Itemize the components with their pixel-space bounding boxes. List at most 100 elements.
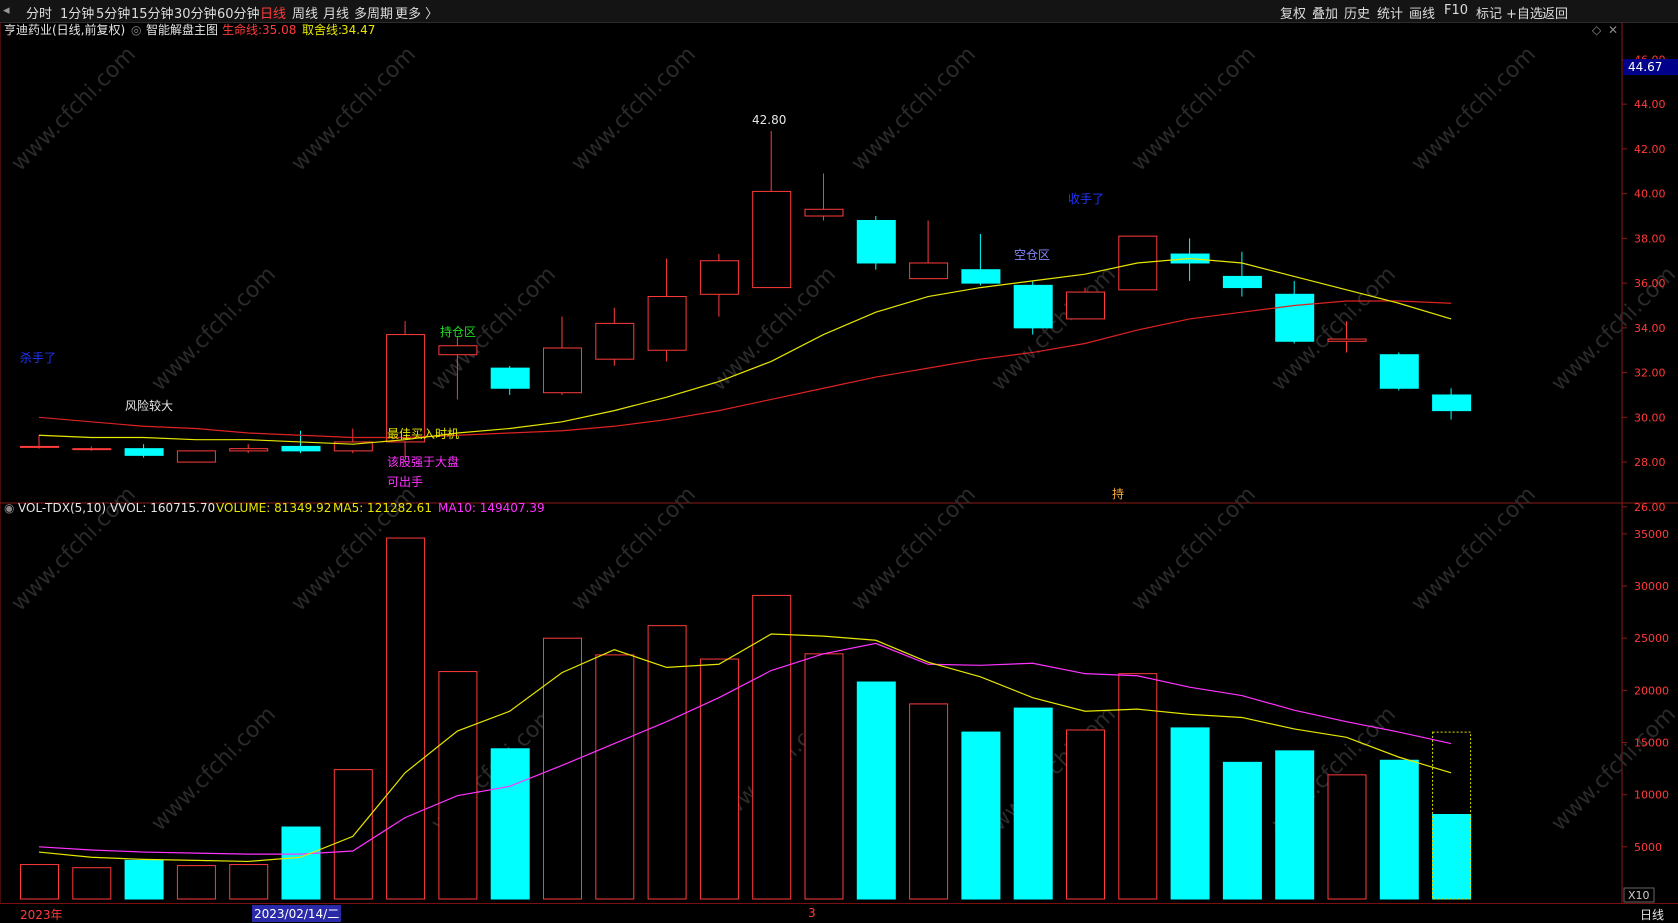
volume-bars <box>20 537 1472 900</box>
diamond-icon[interactable]: ◇ <box>1592 23 1602 37</box>
volume-bar <box>438 671 478 900</box>
volume-bar <box>595 654 635 900</box>
life-line-value: 35.08 <box>262 23 296 37</box>
top-toolbar: ◂ 分时 1分钟 5分钟 15分钟 30分钟 60分钟 日线 周线 月线 多周期… <box>0 0 1678 23</box>
candle-body <box>229 448 269 452</box>
candle-body <box>1275 293 1315 342</box>
mark-button[interactable]: 标记 <box>1476 7 1503 22</box>
tab-monthly[interactable]: 月线 <box>323 7 350 22</box>
candle-body <box>124 448 164 456</box>
price-axis: 46.0044.0042.0040.0038.0036.0034.0032.00… <box>1622 53 1669 854</box>
price-tick-label: 32.00 <box>1634 367 1666 380</box>
ma10-value: MA10: 149407.39 <box>438 501 545 515</box>
candle-body <box>333 441 373 452</box>
candle-body <box>804 208 844 217</box>
volume-bar <box>543 637 582 900</box>
tab-30min[interactable]: 30分钟 <box>174 7 217 22</box>
watermark-text: www.cfchi.com <box>567 482 701 616</box>
annotation-strong: 该股强于大盘 <box>387 454 459 469</box>
volume-tick-label: 30000 <box>1634 580 1669 593</box>
volume-bar <box>281 826 321 900</box>
indicator-icon[interactable]: ◎ <box>131 23 141 37</box>
volume-tick-label: 10000 <box>1634 789 1669 802</box>
collapse-icon[interactable]: ◂ <box>3 3 10 18</box>
tab-multi-period[interactable]: 多周期 <box>354 7 394 22</box>
life-line <box>38 300 1452 439</box>
price-tick-label: 36.00 <box>1634 277 1666 290</box>
volume-ma10-line <box>38 642 1452 855</box>
volume-bar <box>909 703 949 900</box>
indicator-name: 智能解盘主图 <box>146 22 218 37</box>
tab-weekly[interactable]: 周线 <box>292 7 319 22</box>
fuquan-button[interactable]: 复权 <box>1280 7 1307 22</box>
current-price-label: 44.67 <box>1628 60 1662 74</box>
stats-button[interactable]: 统计 <box>1377 7 1404 22</box>
candle-body <box>595 322 635 360</box>
annotation-best-buy: 最佳买入时机 <box>387 427 459 441</box>
add-watchlist-button[interactable]: +自选 <box>1506 7 1543 22</box>
price-tick-label: 42.00 <box>1634 143 1666 156</box>
volume-unit-label: X10 <box>1628 889 1650 902</box>
current-price-marker: 44.67 <box>1623 59 1678 75</box>
volume-ma-lines <box>38 633 1452 863</box>
volume-bar <box>804 653 844 900</box>
price-tick-label: 44.00 <box>1634 98 1666 111</box>
annotation-can-sell: 可出手 <box>387 475 423 489</box>
volume-bar <box>647 625 687 900</box>
volume-bar <box>386 537 426 900</box>
volume-bar <box>1170 727 1210 900</box>
price-tick-label: 40.00 <box>1634 188 1666 201</box>
kline-chart[interactable]: www.cfchi.com www.cfchi.com www.cfchi.com w… <box>0 22 1678 903</box>
tab-fenshi[interactable]: 分时 <box>26 7 53 22</box>
tab-more[interactable]: 更多 〉 <box>395 7 439 22</box>
volume-value: VOLUME: 81349.92 <box>216 501 331 515</box>
stock-title: 亨迪药业(日线,前复权) <box>4 22 125 37</box>
volume-bar <box>1275 750 1315 900</box>
history-button[interactable]: 历史 <box>1344 7 1371 22</box>
price-tick-label: 30.00 <box>1634 411 1666 424</box>
date-bar: 2023年 2023/02/14/二 3 日线 <box>0 903 1678 923</box>
tab-daily[interactable]: 日线 <box>260 7 287 22</box>
volume-unit: X10 <box>1623 887 1655 903</box>
volume-forecast-bar <box>1432 731 1472 900</box>
price-tick-label: 26.00 <box>1634 501 1666 514</box>
candle-body <box>543 347 582 394</box>
tab-60min[interactable]: 60分钟 <box>217 7 260 22</box>
volume-bar <box>1379 759 1419 900</box>
tab-5min[interactable]: 5分钟 <box>96 7 131 22</box>
tab-1min[interactable]: 1分钟 <box>60 7 95 22</box>
watermark-text: www.cfchi.com <box>1127 482 1261 616</box>
candle-body <box>490 367 530 389</box>
volume-tick-label: 15000 <box>1634 737 1669 750</box>
close-icon[interactable]: ✕ <box>1608 23 1618 37</box>
candle-body <box>647 296 687 351</box>
draw-button[interactable]: 画线 <box>1409 7 1436 22</box>
watermark-text: www.cfchi.com <box>1127 42 1261 176</box>
volume-header: ◉ VOL-TDX(5,10) VVOL: 160715.70 VOLUME: … <box>4 501 545 515</box>
volume-ma5-line <box>38 633 1452 863</box>
volume-bar <box>699 658 739 900</box>
candle-body <box>386 334 426 443</box>
candle-body <box>856 219 896 264</box>
annotation-empty-zone: 空仓区 <box>1014 248 1050 262</box>
watermark-text: www.cfchi.com <box>7 42 141 176</box>
period-button[interactable]: 日线 <box>1640 908 1665 922</box>
overlay-button[interactable]: 叠加 <box>1312 7 1339 22</box>
month-mark: 3 <box>808 906 816 920</box>
volume-bar <box>1013 707 1053 900</box>
back-button[interactable]: 返回 <box>1542 7 1569 22</box>
candle-body <box>1066 291 1105 320</box>
watermark-text: www.cfchi.com <box>147 262 281 396</box>
volume-tick-label: 25000 <box>1634 632 1669 645</box>
volume-bar <box>752 594 792 900</box>
life-line-label: 生命线: <box>222 22 262 37</box>
candle-body <box>909 262 949 280</box>
watermark-text: www.cfchi.com <box>147 702 281 836</box>
tab-15min[interactable]: 15分钟 <box>131 7 174 22</box>
f10-button[interactable]: F10 <box>1444 3 1469 18</box>
volume-bar <box>124 859 164 900</box>
vol-collapse-icon[interactable]: ◉ <box>4 501 14 515</box>
annotation-risk: 风险较大 <box>125 398 173 413</box>
take-line <box>38 257 1452 445</box>
take-line-label: 取舍线: <box>302 22 342 37</box>
